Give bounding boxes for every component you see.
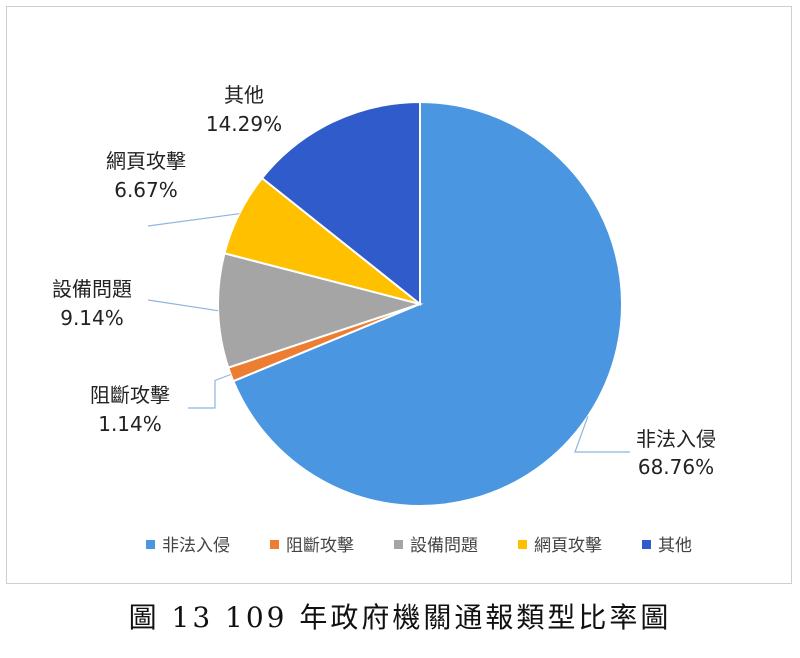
legend-swatch [642, 540, 651, 549]
legend-swatch [518, 540, 527, 549]
slice-label-name: 設備問題 [52, 277, 132, 301]
legend-swatch [394, 540, 403, 549]
slice-label-percent: 14.29% [206, 112, 282, 136]
data-label-1: 阻斷攻擊 1.14% [90, 383, 170, 436]
slice-label-percent: 9.14% [60, 306, 124, 330]
data-label-3: 網頁攻擊 6.67% [106, 149, 186, 202]
leader-line-3 [147, 213, 240, 227]
data-label-0: 非法入侵 68.76% [636, 427, 716, 479]
data-label-4: 其他 14.29% [206, 83, 282, 136]
leader-line-1 [188, 373, 231, 409]
legend-item-4: 其他 [642, 536, 692, 556]
figure-caption: 圖 13 109 年政府機關通報類型比率圖 [128, 601, 672, 634]
pie-slice-2 [217, 252, 424, 369]
legend-item-0: 非法入侵 [146, 536, 230, 556]
slice-label-name: 非法入侵 [636, 427, 716, 451]
slice-label-name: 阻斷攻擊 [90, 383, 170, 407]
legend-label: 設備問題 [410, 536, 478, 556]
slice-label-name: 網頁攻擊 [106, 149, 186, 173]
legend-item-1: 阻斷攻擊 [270, 536, 354, 556]
data-labels: 非法入侵 68.76% 阻斷攻擊 1.14% 設備問題 9.14% 網頁攻擊 6… [52, 83, 716, 479]
legend-label: 非法入侵 [162, 536, 230, 556]
legend-label: 阻斷攻擊 [286, 536, 354, 556]
legend-label: 其他 [658, 536, 692, 556]
pie-slice-0 [232, 100, 624, 507]
leader-line-2 [147, 299, 219, 312]
legend-item-2: 設備問題 [394, 536, 478, 556]
legend-item-3: 網頁攻擊 [518, 536, 602, 556]
slice-label-percent: 68.76% [638, 455, 714, 479]
slice-label-percent: 1.14% [98, 412, 162, 436]
data-label-2: 設備問題 9.14% [52, 277, 132, 330]
slice-label-percent: 6.67% [114, 178, 178, 202]
legend-swatch [270, 540, 279, 549]
legend-label: 網頁攻擊 [534, 536, 602, 556]
legend-swatch [146, 540, 155, 549]
legend: 非法入侵 阻斷攻擊 設備問題 網頁攻擊 其他 [146, 536, 692, 556]
pie-slices [217, 100, 624, 507]
pie-slice-4 [260, 100, 421, 307]
leader-line-0 [574, 416, 630, 453]
slice-label-name: 其他 [224, 83, 264, 107]
leader-lines [147, 213, 630, 453]
